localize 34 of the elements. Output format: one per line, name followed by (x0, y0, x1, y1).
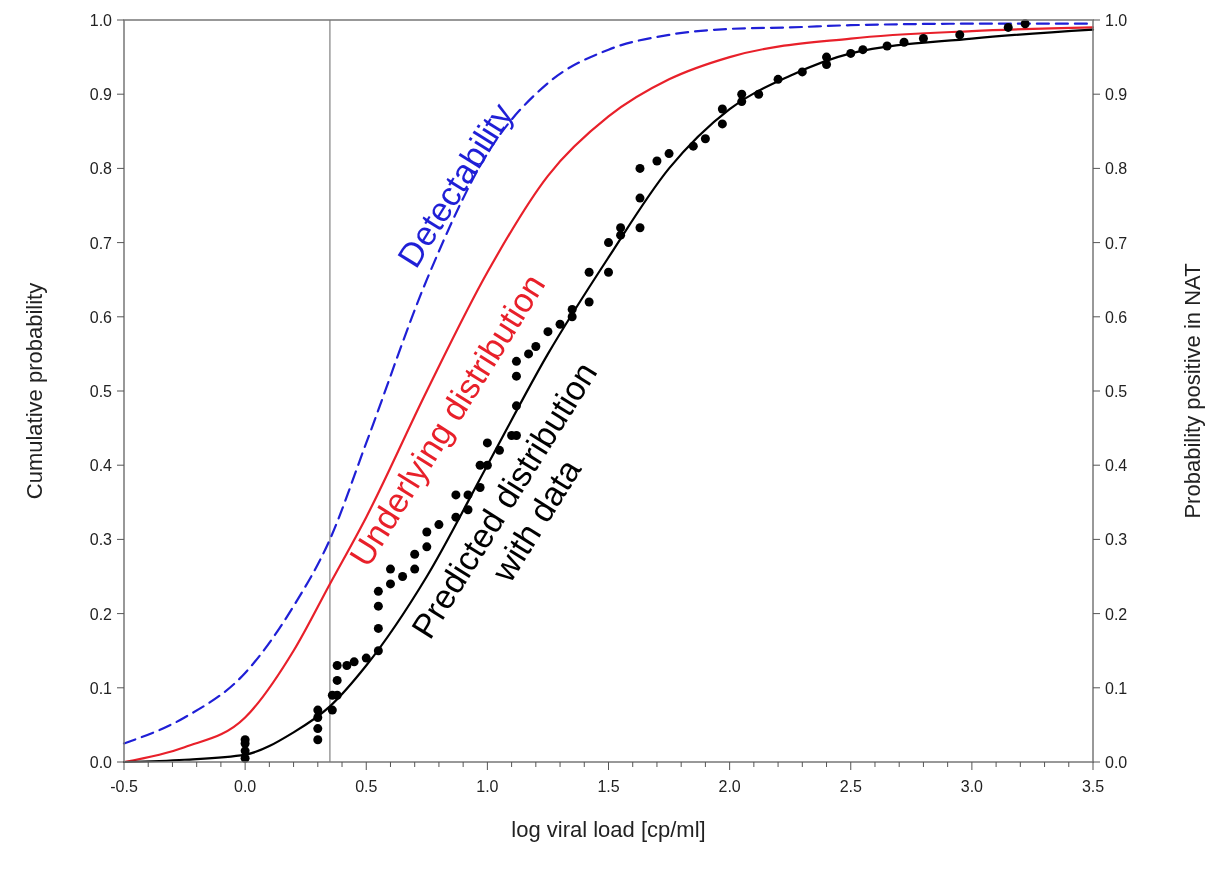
y2-tick-label: 0.1 (1105, 679, 1128, 697)
y2-tick-label: 0.2 (1105, 605, 1128, 623)
y-tick-label: 0.5 (89, 383, 113, 400)
x-tick-label: 1.0 (476, 778, 499, 795)
y-tick-label: 0.6 (89, 308, 113, 326)
y-tick-label: 0.1 (89, 679, 113, 697)
y-axis-title: Cumulative probability (22, 282, 47, 500)
x-tick-label: 3.5 (1081, 778, 1105, 795)
x-tick-label: 3.0 (960, 778, 984, 795)
x-tick-label: -0.5 (110, 778, 138, 795)
y2-tick-label: 0.9 (1105, 86, 1128, 104)
y2-tick-label: 0.5 (1105, 383, 1128, 400)
x-tick-label: 2.0 (718, 778, 741, 795)
y2-axis-title: Probability positive in NAT (1180, 263, 1205, 519)
y-tick-label: 0.4 (89, 457, 113, 475)
y2-tick-label: 0.3 (1105, 531, 1128, 549)
y2-tick-label: 0.8 (1105, 160, 1128, 178)
y-tick-label: 0.9 (89, 86, 113, 104)
y-tick-label: 0.8 (89, 160, 113, 178)
y2-tick-label: 0.4 (1105, 457, 1128, 475)
y-tick-label: 0.0 (89, 754, 113, 771)
x-tick-label: 0.0 (234, 778, 257, 795)
y2-tick-label: 1.0 (1105, 12, 1128, 29)
x-tick-label: 0.5 (355, 778, 378, 795)
y2-tick-label: 0.6 (1105, 308, 1128, 326)
y-tick-label: 0.2 (89, 605, 113, 623)
y-tick-label: 0.7 (89, 234, 113, 252)
y-tick-label: 1.0 (89, 12, 113, 29)
y2-tick-label: 0.7 (1105, 234, 1128, 252)
x-axis-title: log viral load [cp/ml] (511, 817, 706, 842)
y2-tick-label: 0.0 (1105, 754, 1128, 771)
x-tick-label: 2.5 (839, 778, 862, 795)
x-tick-label: 1.5 (597, 778, 620, 795)
y-tick-label: 0.3 (89, 531, 113, 549)
